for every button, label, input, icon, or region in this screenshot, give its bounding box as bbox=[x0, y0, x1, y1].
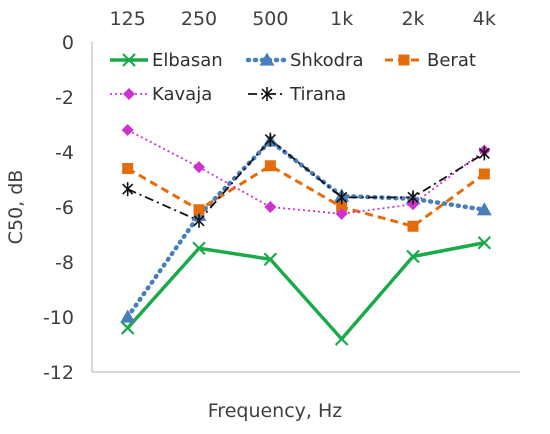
series-markers bbox=[120, 124, 492, 346]
x-tick-label: 2k bbox=[401, 8, 424, 30]
marker-shape bbox=[193, 161, 205, 174]
data-point-tirana bbox=[478, 146, 490, 161]
y-tick-label: -2 bbox=[55, 87, 74, 109]
legend-label: Elbasan bbox=[152, 50, 223, 71]
series-line-kavaja bbox=[127, 129, 485, 215]
legend-label: Berat bbox=[427, 50, 476, 71]
data-point-tirana bbox=[193, 213, 205, 228]
legend-marker bbox=[259, 52, 275, 66]
data-point-berat bbox=[478, 168, 490, 180]
marker-shape bbox=[121, 124, 134, 136]
legend-marker bbox=[123, 88, 135, 100]
y-tick-labels: 0 -2 -4 -6 -8 -10 -12 bbox=[43, 32, 74, 384]
y-axis-title: C50, dB bbox=[5, 170, 27, 245]
legend-item-elbasan: Elbasan bbox=[110, 50, 223, 71]
y-tick-label: -10 bbox=[43, 307, 74, 329]
series-lines bbox=[125, 129, 487, 341]
marker-shape bbox=[261, 87, 273, 101]
marker-shape bbox=[264, 132, 276, 147]
data-point-kavaja bbox=[335, 207, 348, 220]
data-point-shkodra bbox=[120, 309, 136, 323]
data-point-elbasan bbox=[334, 332, 349, 346]
marker-shape bbox=[263, 252, 278, 267]
marker-shape bbox=[407, 220, 419, 232]
data-point-elbasan bbox=[406, 249, 420, 264]
data-point-berat bbox=[264, 160, 276, 172]
y-tick-label: -6 bbox=[55, 197, 74, 219]
data-point-tirana bbox=[122, 182, 134, 197]
data-point-tirana bbox=[264, 132, 276, 147]
data-point-tirana bbox=[407, 190, 419, 205]
data-point-elbasan bbox=[477, 235, 492, 250]
data-point-kavaja bbox=[264, 201, 277, 213]
marker-shape bbox=[398, 54, 410, 66]
data-point-kavaja bbox=[193, 161, 205, 174]
legend: Elbasan Shkodra Berat Kavaja Tirana bbox=[110, 50, 476, 105]
marker-shape bbox=[193, 204, 205, 216]
series-line-tirana bbox=[127, 138, 485, 222]
data-point-berat bbox=[122, 163, 134, 174]
series-line-elbasan bbox=[126, 241, 485, 341]
data-point-berat bbox=[407, 220, 419, 232]
y-tick-label: -8 bbox=[55, 252, 74, 274]
y-tick-label: -4 bbox=[55, 142, 74, 164]
plot-frame bbox=[91, 42, 520, 373]
marker-shape bbox=[477, 235, 492, 250]
marker-shape bbox=[264, 201, 277, 213]
marker-shape bbox=[122, 53, 136, 67]
x-tick-label: 500 bbox=[252, 8, 288, 30]
marker-shape bbox=[120, 321, 135, 335]
marker-shape bbox=[264, 160, 276, 172]
marker-shape bbox=[406, 249, 420, 264]
data-point-berat bbox=[193, 204, 205, 216]
marker-shape bbox=[336, 201, 348, 213]
legend-item-tirana: Tirana bbox=[248, 84, 346, 105]
legend-item-shkodra: Shkodra bbox=[245, 50, 364, 71]
x-tick-label: 1k bbox=[330, 8, 353, 30]
marker-shape bbox=[122, 182, 134, 197]
data-point-elbasan bbox=[192, 241, 206, 256]
y-tick-label: -12 bbox=[43, 362, 74, 384]
series-line-berat bbox=[126, 164, 486, 228]
marker-shape bbox=[478, 168, 490, 180]
legend-marker bbox=[122, 53, 136, 67]
marker-shape bbox=[259, 52, 275, 66]
legend-label: Kavaja bbox=[152, 84, 212, 105]
x-tick-labels: 125 250 500 1k 2k 4k bbox=[110, 8, 496, 30]
x-axis-title: Frequency, Hz bbox=[208, 400, 343, 422]
marker-shape bbox=[335, 207, 348, 220]
marker-shape bbox=[336, 190, 348, 205]
x-tick-label: 4k bbox=[473, 8, 496, 30]
marker-shape bbox=[334, 332, 349, 346]
marker-shape bbox=[476, 202, 492, 216]
data-point-kavaja bbox=[121, 124, 134, 136]
y-tick-label: 0 bbox=[62, 32, 74, 54]
data-point-elbasan bbox=[263, 252, 278, 267]
legend-marker bbox=[398, 54, 410, 66]
marker-shape bbox=[122, 163, 134, 174]
legend-label: Tirana bbox=[289, 84, 346, 105]
marker-shape bbox=[193, 213, 205, 228]
legend-label: Shkodra bbox=[290, 50, 364, 71]
data-point-elbasan bbox=[120, 321, 135, 335]
marker-shape bbox=[123, 88, 135, 100]
data-point-tirana bbox=[336, 190, 348, 205]
legend-item-kavaja: Kavaja bbox=[110, 84, 212, 105]
data-point-shkodra bbox=[476, 202, 492, 216]
x-tick-label: 250 bbox=[181, 8, 217, 30]
marker-shape bbox=[407, 190, 419, 205]
data-point-berat bbox=[336, 201, 348, 213]
marker-shape bbox=[478, 146, 490, 161]
marker-shape bbox=[192, 241, 206, 256]
x-tick-label: 125 bbox=[110, 8, 146, 30]
marker-shape bbox=[120, 309, 136, 323]
legend-marker bbox=[261, 87, 273, 101]
legend-item-berat: Berat bbox=[385, 50, 476, 71]
